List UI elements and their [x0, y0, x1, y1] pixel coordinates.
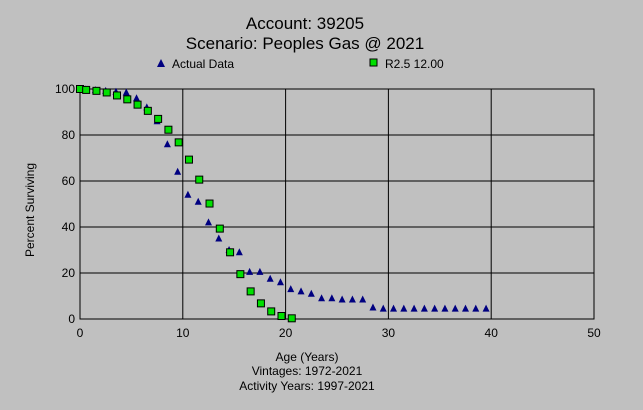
actual-data-point [235, 248, 243, 256]
x-tick-label: 0 [77, 326, 84, 340]
actual-data-point [256, 267, 264, 275]
actual-data-point [348, 295, 356, 303]
x-tick-label: 50 [587, 326, 601, 340]
r25-curve-point [256, 299, 265, 308]
r25-curve-point [143, 106, 152, 115]
actual-data-point [369, 303, 377, 311]
r25-curve-point [287, 314, 296, 323]
actual-data-point [390, 304, 398, 312]
series-r25-curve [76, 85, 296, 323]
r25-curve-point [195, 175, 204, 184]
actual-data-point [246, 267, 254, 275]
r25-curve-point [82, 85, 91, 94]
y-tick-label: 40 [62, 220, 76, 234]
r25-curve-point [246, 287, 255, 296]
actual-data-point [297, 287, 305, 295]
actual-data-point [122, 88, 130, 96]
actual-data-point [287, 285, 295, 293]
actual-data-point [420, 304, 428, 312]
legend-label-actual-data: Actual Data [172, 57, 234, 71]
legend-label-r25-curve: R2.5 12.00 [385, 57, 444, 71]
r25-curve-point [102, 88, 111, 97]
r25-curve-point [205, 199, 214, 208]
r25-curve-point [226, 248, 235, 257]
actual-data-point [451, 304, 459, 312]
actual-data-point [318, 294, 326, 302]
y-tick-label: 60 [62, 174, 76, 188]
y-tick-label: 100 [55, 82, 75, 96]
activity-years-label: Activity Years: 1997-2021 [239, 379, 375, 393]
x-axis-ticks: 0 10 20 30 40 50 [77, 326, 601, 340]
actual-data-point [266, 274, 274, 282]
grid [80, 89, 594, 319]
actual-data-point [184, 190, 192, 198]
x-tick-label: 30 [382, 326, 396, 340]
actual-data-point [276, 278, 284, 286]
x-tick-label: 10 [176, 326, 190, 340]
actual-data-point [205, 218, 212, 226]
r25-curve-point [267, 307, 276, 316]
actual-data-point [215, 234, 223, 242]
actual-data-point [472, 304, 480, 312]
x-tick-label: 20 [279, 326, 293, 340]
y-axis-ticks: 0 20 40 60 80 100 [55, 82, 75, 326]
y-tick-label: 20 [62, 266, 76, 280]
chart-subtitle: Scenario: Peoples Gas @ 2021 [186, 34, 424, 53]
legend-triangle-icon [157, 59, 165, 67]
r25-curve-point [154, 114, 163, 123]
r25-curve-point [133, 100, 142, 109]
actual-data-point [307, 289, 315, 297]
x-tick-label: 40 [485, 326, 499, 340]
actual-data-point [441, 304, 449, 312]
legend: Actual Data R2.5 12.00 [157, 57, 444, 71]
r25-curve-point [123, 95, 132, 104]
legend-square-icon [369, 58, 378, 67]
r25-curve-point [236, 270, 245, 279]
actual-data-point [462, 304, 469, 312]
r25-curve-point [215, 224, 224, 233]
data-points [76, 85, 490, 323]
actual-data-point [482, 304, 490, 312]
r25-curve-point [174, 138, 183, 147]
y-tick-label: 0 [68, 312, 75, 326]
actual-data-point [328, 294, 336, 302]
actual-data-point [431, 304, 439, 312]
r25-curve-point [92, 86, 101, 95]
chart-title: Account: 39205 [246, 14, 364, 33]
actual-data-point [359, 295, 367, 303]
x-axis-label: Age (Years) [276, 350, 339, 364]
r25-curve-point [277, 312, 286, 321]
actual-data-point [163, 140, 171, 148]
actual-data-point [338, 295, 346, 303]
r25-curve-point [184, 155, 193, 164]
r25-curve-point [113, 91, 122, 100]
actual-data-point [410, 304, 418, 312]
actual-data-point [379, 304, 387, 312]
actual-data-point [133, 94, 141, 102]
vintages-label: Vintages: 1972-2021 [252, 364, 363, 378]
actual-data-point [400, 304, 408, 312]
y-axis-label: Percent Surviving [23, 163, 37, 257]
y-tick-label: 80 [62, 128, 76, 142]
r25-curve-point [164, 125, 173, 134]
actual-data-point [174, 167, 182, 175]
actual-data-point [194, 197, 202, 205]
